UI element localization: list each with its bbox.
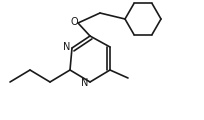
Text: N: N [63, 42, 71, 52]
Text: O: O [70, 17, 78, 27]
Text: N: N [81, 78, 89, 88]
